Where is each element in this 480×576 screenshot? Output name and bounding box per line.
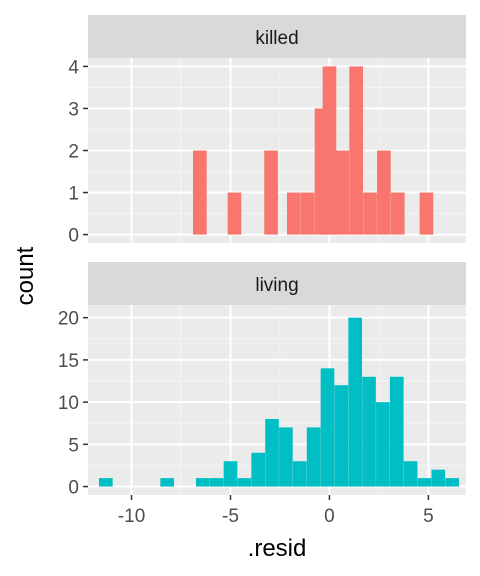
y-tick-label: 4	[68, 57, 79, 78]
histogram-bar	[223, 461, 238, 487]
y-tick-label: 10	[58, 393, 79, 414]
y-tick-label: 0	[68, 226, 79, 247]
histogram-bar	[160, 478, 174, 487]
strip-living-label: living	[255, 275, 298, 296]
histogram-bar	[292, 461, 307, 487]
x-axis: -10 -5 0 5	[118, 495, 434, 527]
y-tick-label: 5	[68, 435, 79, 456]
x-axis-title: .resid	[248, 535, 307, 562]
histogram-bar	[251, 452, 266, 487]
histogram-bar	[349, 66, 363, 235]
y-tick-label: 20	[58, 309, 79, 330]
x-tick-label: -10	[118, 506, 145, 527]
panel-killed-y-axis: 0 1 2 3 4	[68, 57, 88, 247]
histogram-bar	[334, 385, 349, 487]
x-tick-label: 0	[324, 506, 335, 527]
histogram-bar	[335, 150, 350, 235]
facet-living: living 0 5 10 15 20	[58, 262, 466, 499]
y-tick-label: 3	[68, 99, 79, 120]
histogram-bar	[403, 461, 418, 487]
histogram-bar	[419, 192, 434, 235]
histogram-bar	[431, 469, 446, 487]
histogram-bar	[98, 478, 113, 487]
histogram-bar	[363, 192, 377, 235]
y-tick-label: 15	[58, 351, 79, 372]
histogram-bar	[348, 317, 363, 487]
strip-killed-background	[88, 15, 466, 58]
histogram-bar	[279, 427, 293, 487]
x-tick-label: 5	[423, 506, 434, 527]
x-tick-label: -5	[222, 506, 239, 527]
histogram-bar	[306, 427, 321, 487]
histogram-bar	[445, 478, 459, 487]
histogram-bar	[265, 419, 279, 487]
histogram-bar	[264, 150, 278, 235]
facet-killed: killed 0 1 2 3 4	[68, 15, 466, 247]
strip-killed-label: killed	[255, 28, 298, 49]
y-tick-label: 2	[68, 142, 79, 163]
strip-living-background	[88, 262, 466, 305]
histogram-bar	[389, 376, 404, 487]
histogram-bar	[209, 478, 224, 487]
histogram-bar	[377, 150, 391, 235]
panel-killed-bars	[192, 66, 434, 235]
y-tick-label: 0	[68, 478, 79, 499]
histogram-bar	[417, 478, 432, 487]
histogram-bar	[376, 402, 390, 487]
histogram-bar	[286, 192, 301, 235]
histogram-bar	[227, 192, 242, 235]
histogram-bar	[362, 376, 376, 487]
histogram-bar	[322, 66, 337, 235]
histogram-bar	[320, 368, 335, 487]
histogram-bar	[192, 150, 207, 235]
histogram-bar	[390, 192, 405, 235]
histogram-bar	[300, 192, 315, 235]
histogram-bar	[195, 478, 210, 487]
y-axis-title: count	[12, 246, 39, 305]
panel-living-bars	[98, 317, 459, 487]
histogram-bar	[237, 478, 252, 487]
y-tick-label: 1	[68, 184, 79, 205]
panel-living-y-axis: 0 5 10 15 20	[58, 309, 88, 499]
